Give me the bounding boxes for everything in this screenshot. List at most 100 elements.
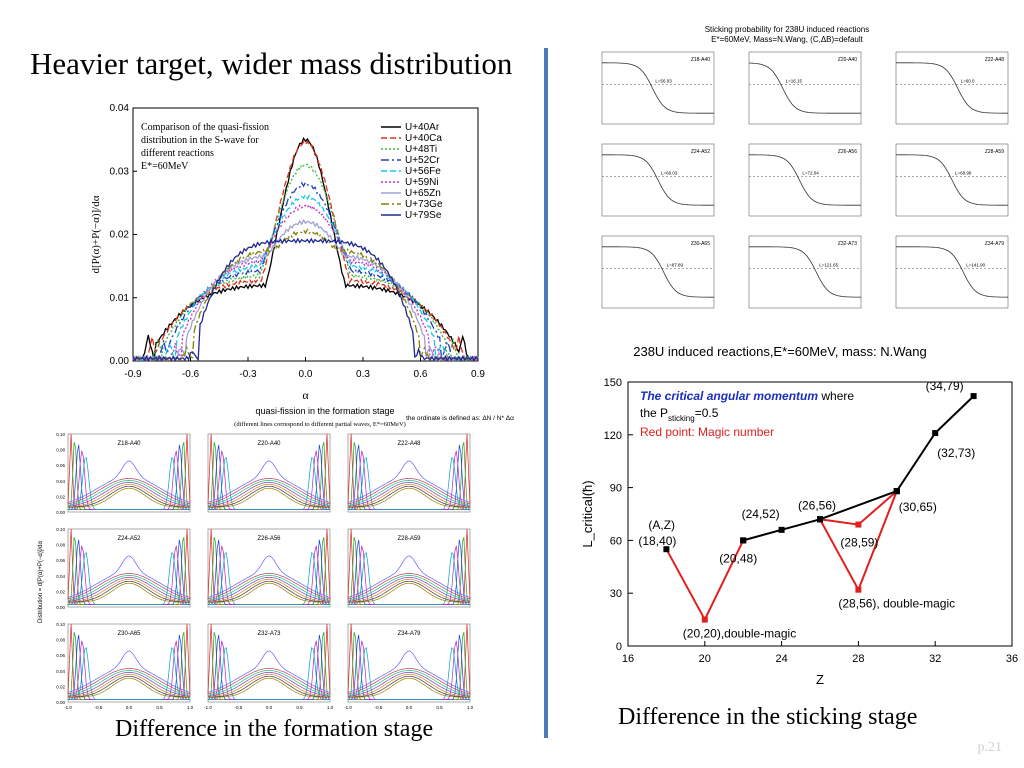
x-tick-label: 32 xyxy=(929,653,941,665)
partial-wave-line xyxy=(348,487,470,508)
panel-frame xyxy=(207,623,331,703)
partial-wave-line xyxy=(347,670,471,696)
lcrit-label: L=72.04 xyxy=(802,170,819,175)
panel-label: Z20-A40 xyxy=(257,441,281,447)
panel-frame xyxy=(601,143,715,217)
partial-wave-line xyxy=(208,552,330,606)
formation-stage-figure: quasi-fission in the formation stage (dif… xyxy=(30,402,530,717)
x-axis-label: Z xyxy=(816,672,824,687)
panel-y-tick: 0.00 xyxy=(56,510,65,515)
legend-label: U+65Zn xyxy=(405,188,441,199)
partial-wave-line xyxy=(347,668,471,695)
legend-label: U+48Ti xyxy=(405,144,437,155)
partial-wave-line xyxy=(347,480,471,506)
panel-label: Z34-A79 xyxy=(397,631,421,637)
panel-label: Z18-A40 xyxy=(117,441,141,447)
critical-momentum-chart: 238U induced reactions,E*=60MeV, mass: N… xyxy=(570,338,1020,698)
partial-wave-line xyxy=(207,670,331,696)
sticking-panel: Z30-A65 L=87.89 xyxy=(601,235,715,309)
partial-wave-line xyxy=(68,677,190,698)
panel-y-tick: 0.10 xyxy=(56,527,65,532)
panel-frame xyxy=(601,51,715,125)
sticking-panel: Z34-A79 L=141.90 xyxy=(895,235,1009,309)
panel-x-tick: -0.5 xyxy=(375,705,383,710)
panel-frame xyxy=(601,235,715,309)
partial-wave-line xyxy=(67,668,191,695)
legend-label: U+40Ar xyxy=(405,122,440,133)
sticking-panel: Z26-A56 L=72.04 xyxy=(748,143,862,217)
panel-frame xyxy=(895,235,1009,309)
partial-wave-line xyxy=(68,485,190,508)
partial-wave-line xyxy=(208,487,330,508)
critical-momentum-svg: 238U induced reactions,E*=60MeV, mass: N… xyxy=(580,344,1018,687)
partial-wave-line xyxy=(67,573,191,600)
caption-formation-stage: Difference in the formation stage xyxy=(115,716,434,742)
partial-wave-line xyxy=(347,673,471,698)
vertical-divider xyxy=(544,48,548,738)
slide-title: Heavier target, wider mass distribution xyxy=(30,46,513,81)
partial-wave-line xyxy=(208,485,330,508)
partial-wave-line xyxy=(207,673,331,698)
panel-label: Z26-A56 xyxy=(838,149,857,155)
lcrit-label: L=60.0 xyxy=(961,78,975,83)
sticking-subtitle: E*=60MeV, Mass=N.Wang, (C,ΔB)=default xyxy=(711,35,863,44)
panel-frame xyxy=(67,528,191,608)
point-label: (20,48) xyxy=(719,551,757,565)
panel-x-tick: 0.5 xyxy=(436,705,443,710)
partial-wave-line xyxy=(67,478,191,505)
partial-wave-line xyxy=(348,677,470,698)
partial-wave-line xyxy=(348,647,470,701)
partial-wave-line xyxy=(207,650,331,693)
partial-wave-line xyxy=(68,582,190,603)
legend-italic: The critical angular momentum xyxy=(640,389,818,403)
partial-wave-line xyxy=(348,580,470,603)
data-point xyxy=(663,546,670,553)
panel-x-tick: -1.0 xyxy=(344,705,352,710)
y-tick-label: 0.02 xyxy=(110,230,130,241)
chart-title: 238U induced reactions,E*=60MeV, mass: N… xyxy=(633,344,927,359)
grid-y-label: Distribution = d[P(α)+P(−α)]/dα xyxy=(38,541,44,623)
series-line-u-79se xyxy=(132,237,479,362)
y-tick-label: 90 xyxy=(610,483,622,495)
x-tick-label: 16 xyxy=(622,653,634,665)
x-tick-label: 24 xyxy=(775,653,787,665)
partial-wave-line xyxy=(207,668,331,695)
formation-panel: Z34-A79 -1.0 -0.5 0.0 0.5 1.0 xyxy=(344,623,474,710)
point-label: (18,40) xyxy=(638,534,676,548)
legend-label: U+52Cr xyxy=(405,155,440,166)
legend-line-3: Red point: Magic number xyxy=(640,425,774,439)
sticking-curve xyxy=(748,62,861,114)
legend-label: U+59Ni xyxy=(405,177,439,188)
panel-label: Z24-A52 xyxy=(117,536,141,542)
sticking-title: Sticking probability for 238U induced re… xyxy=(705,25,870,34)
partial-wave-line xyxy=(348,457,470,511)
partial-wave-line xyxy=(67,670,191,696)
partial-wave-line xyxy=(347,672,471,697)
annotation-line: different reactions xyxy=(141,148,214,159)
annotation-line: Comparison of the quasi-fission xyxy=(141,122,269,133)
series-line-0 xyxy=(742,395,975,542)
legend-line-2: the Psticking=0.5 xyxy=(640,406,719,423)
sticking-curve xyxy=(896,154,1008,206)
x-tick-label: 28 xyxy=(852,653,864,665)
panel-y-tick: 0.08 xyxy=(56,448,65,453)
formation-panel: Z28-A59 xyxy=(347,528,471,608)
partial-wave-line xyxy=(207,578,331,603)
partial-wave-line xyxy=(207,482,331,507)
panel-label: Z26-A56 xyxy=(257,536,281,542)
partial-wave-line xyxy=(207,577,331,602)
panel-frame xyxy=(748,143,862,217)
panel-y-tick: 0.00 xyxy=(56,700,65,705)
panel-y-tick: 0.10 xyxy=(56,622,65,627)
partial-wave-line xyxy=(347,573,471,600)
partial-wave-line xyxy=(67,483,191,508)
partial-wave-line xyxy=(347,577,471,602)
x-tick-label: 0.0 xyxy=(299,369,313,380)
y-tick-label: 0.04 xyxy=(110,103,130,114)
x-tick-label: 0.3 xyxy=(356,369,370,380)
partial-wave-line xyxy=(208,580,330,603)
legend-label: U+73Ge xyxy=(405,199,443,210)
partial-wave-line xyxy=(348,552,470,606)
panel-y-tick: 0.08 xyxy=(56,638,65,643)
partial-wave-line xyxy=(207,575,331,601)
